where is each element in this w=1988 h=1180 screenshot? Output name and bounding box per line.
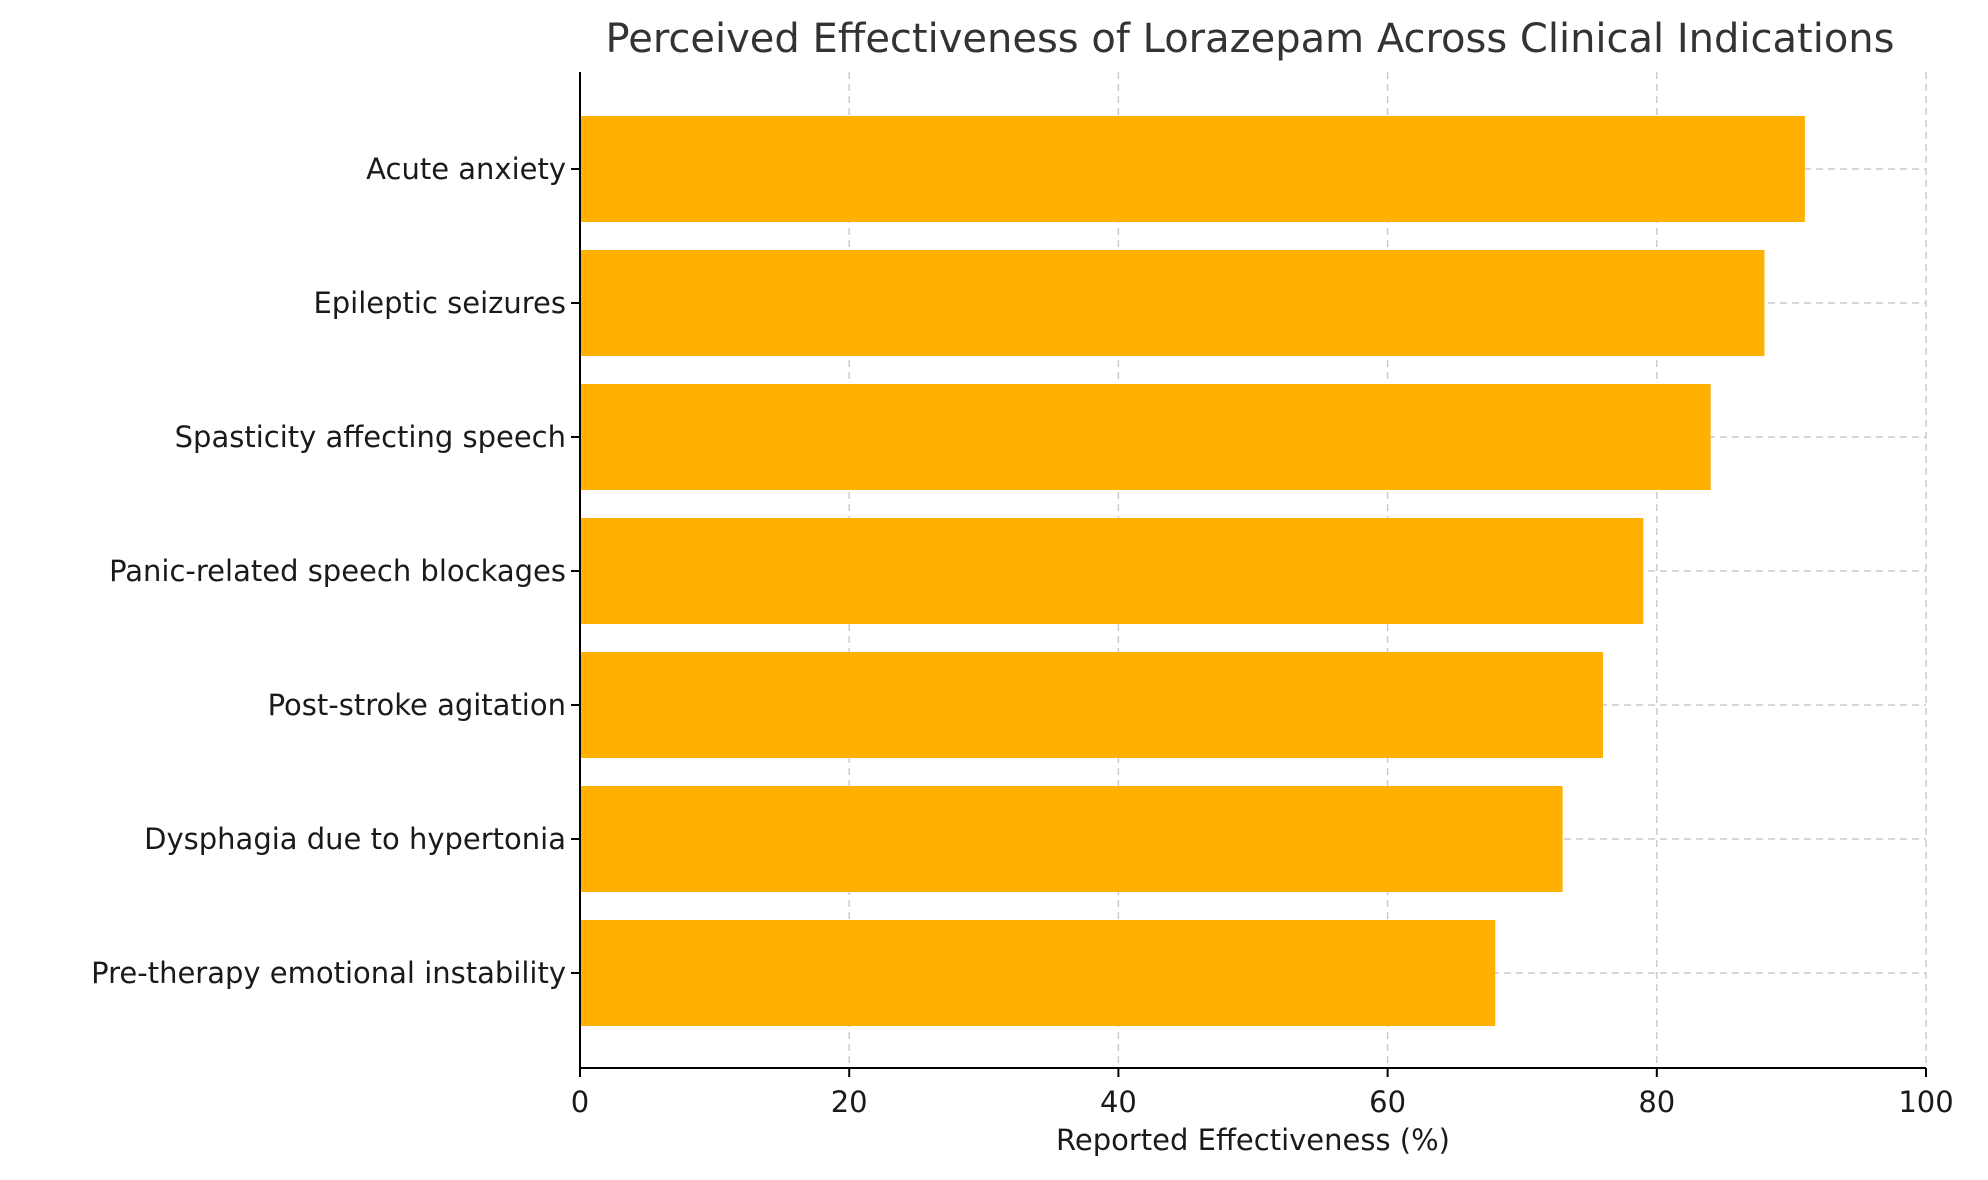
category-label: Spasticity affecting speech — [175, 420, 566, 454]
category-label: Panic-related speech blockages — [109, 554, 566, 588]
category-label: Dysphagia due to hypertonia — [144, 822, 566, 856]
bar — [580, 116, 1805, 222]
y-ticks: Acute anxiety Epileptic seizures Spasticit… — [91, 152, 580, 990]
x-tick-label: 20 — [831, 1085, 868, 1119]
bar — [580, 384, 1711, 490]
category-label: Post-stroke agitation — [268, 688, 566, 722]
bar — [580, 250, 1765, 356]
x-tick-label: 0 — [571, 1085, 589, 1119]
x-tick-label: 60 — [1369, 1085, 1406, 1119]
bar — [580, 518, 1644, 624]
category-label: Acute anxiety — [366, 152, 566, 186]
x-ticks: 0 20 40 60 80 100 — [571, 1068, 1954, 1119]
x-axis-label: Reported Effectiveness (%) — [1056, 1123, 1450, 1157]
x-tick-label: 100 — [1898, 1085, 1953, 1119]
category-label: Epileptic seizures — [313, 286, 566, 320]
bar — [580, 652, 1603, 758]
x-tick-label: 80 — [1638, 1085, 1675, 1119]
bar — [580, 786, 1563, 892]
category-label: Pre-therapy emotional instability — [91, 956, 566, 990]
chart-title: Perceived Effectiveness of Lorazepam Acr… — [606, 16, 1895, 62]
bar — [580, 920, 1496, 1026]
bars — [580, 116, 1805, 1026]
x-tick-label: 40 — [1100, 1085, 1137, 1119]
